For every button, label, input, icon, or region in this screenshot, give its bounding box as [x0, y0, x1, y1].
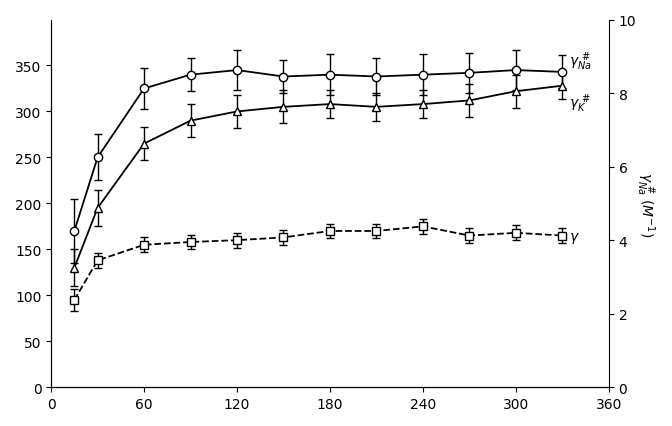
Y-axis label: $\gamma_{Na}^{\ \#}\ (M^{-1})$: $\gamma_{Na}^{\ \#}\ (M^{-1})$ [634, 171, 657, 236]
Text: $\gamma_K^{\ \#}$: $\gamma_K^{\ \#}$ [569, 92, 590, 114]
Text: $\gamma_{Na}^{\ \#}$: $\gamma_{Na}^{\ \#}$ [569, 50, 591, 73]
Text: $\gamma$: $\gamma$ [569, 230, 579, 245]
